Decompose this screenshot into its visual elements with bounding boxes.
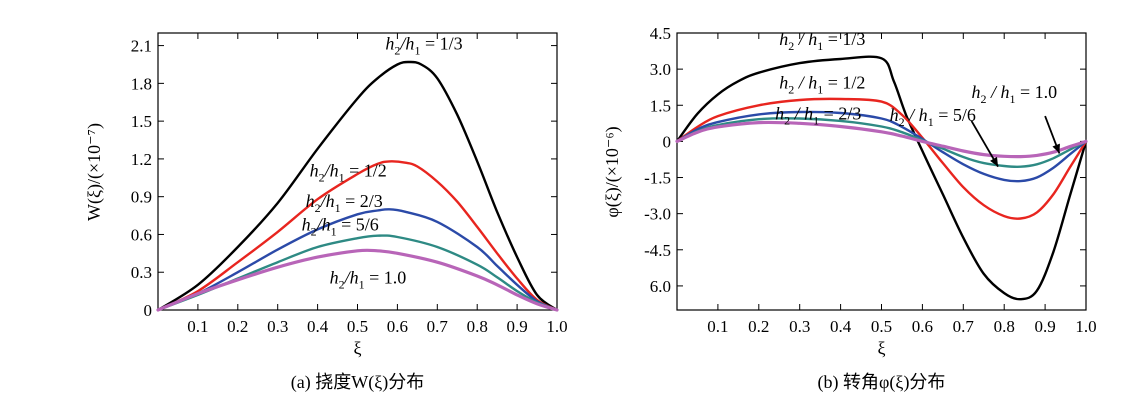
y-tick-label: 1.8 [131, 74, 152, 93]
series-annotation-5: h2 / h1 = 1.0 [971, 82, 1057, 106]
x-tick-label: 0.9 [1034, 317, 1055, 336]
series-annotation-3: h2/h1 = 2/3 [306, 191, 383, 215]
y-tick-label: 1.5 [131, 112, 152, 131]
x-tick-label: 1.0 [546, 317, 567, 336]
x-tick-label: 0.4 [307, 317, 329, 336]
x-tick-label: 0.8 [467, 317, 488, 336]
plot-frame [676, 32, 1087, 311]
series-annotation-1: h2 / h1 = 1/3 [779, 29, 865, 53]
x-tick-label: 0.3 [789, 317, 810, 336]
x-axis-label: ξ [877, 338, 885, 358]
panel-caption: (a) 挠度W(ξ)分布 [291, 372, 424, 393]
series-line-5 [675, 120, 1088, 159]
y-tick-label: -1.5 [644, 169, 671, 188]
x-tick-label: 0.1 [187, 317, 208, 336]
x-axis-label: ξ [353, 338, 361, 358]
y-tick-label: 0 [144, 301, 153, 320]
x-tick-label: 0.8 [994, 317, 1015, 336]
series-annotation-1: h2/h1 = 1/3 [385, 33, 462, 57]
series-line-3 [156, 208, 559, 312]
y-tick-label: 0.6 [131, 225, 152, 244]
series-line-5 [156, 248, 559, 312]
y-tick-label: 0 [663, 132, 672, 151]
series-line-1 [156, 60, 559, 312]
y-tick-label: 1.2 [131, 150, 152, 169]
series-annotation-3: h2 / h1 = 2/3 [775, 104, 861, 128]
series-line-2 [675, 97, 1088, 220]
x-tick-label: 0.3 [267, 317, 288, 336]
y-axis-label: W(ξ)/(×10⁻⁷) [84, 123, 105, 221]
x-tick-label: 0.1 [707, 317, 728, 336]
x-tick-label: 0.6 [387, 317, 408, 336]
series-annotation-4: h2 / h1 = 5/6 [890, 105, 976, 129]
x-tick-label: 0.5 [871, 317, 892, 336]
x-tick-label: 0.7 [427, 317, 449, 336]
x-tick-label: 0.5 [347, 317, 368, 336]
y-tick-label: 4.5 [650, 24, 671, 43]
chart-panel-b: 0.1 0.2 0.3 0.4 0.5 0.6 0.7 0.8 0.9 1.0 4.5 3.0 1.5 0… [602, 24, 1097, 393]
y-tick-label: -3.0 [644, 205, 671, 224]
y-tick-label: 0.9 [131, 188, 152, 207]
y-tick-label: 2.1 [131, 37, 152, 56]
x-tick-label: 0.4 [830, 317, 852, 336]
y-tick-label: -4.5 [644, 241, 671, 260]
x-tick-label: 0.9 [506, 317, 527, 336]
y-tick-label: 0.3 [131, 263, 152, 282]
x-tick-label: 0.2 [227, 317, 248, 336]
x-tick-label: 0.2 [748, 317, 769, 336]
panel-caption: (b) 转角φ(ξ)分布 [818, 372, 946, 393]
y-tick-label: 6.0 [650, 277, 671, 296]
chart-panel-a: 0.1 0.2 0.3 0.4 0.5 0.6 0.7 0.8 0.9 1.0 0 0.3 0.6 0.9… [84, 32, 568, 393]
y-tick-label: 1.5 [650, 96, 671, 115]
series-annotation-2: h2 / h1 = 1/2 [779, 72, 865, 96]
y-axis-label: φ(ξ)/(×10⁻⁶) [602, 126, 623, 217]
series-annotation-5: h2/h1 = 1.0 [330, 268, 407, 292]
series-annotation-4: h2/h1 = 5/6 [302, 215, 379, 239]
x-tick-label: 1.0 [1075, 317, 1096, 336]
series-line-2 [156, 160, 559, 312]
x-tick-label: 0.6 [912, 317, 933, 336]
series-annotation-2: h2/h1 = 1/2 [310, 161, 387, 185]
x-tick-label: 0.7 [953, 317, 975, 336]
annotation-arrow-head [990, 156, 999, 167]
annotation-arrow-head [1052, 143, 1060, 154]
y-tick-label: 3.0 [650, 60, 671, 79]
